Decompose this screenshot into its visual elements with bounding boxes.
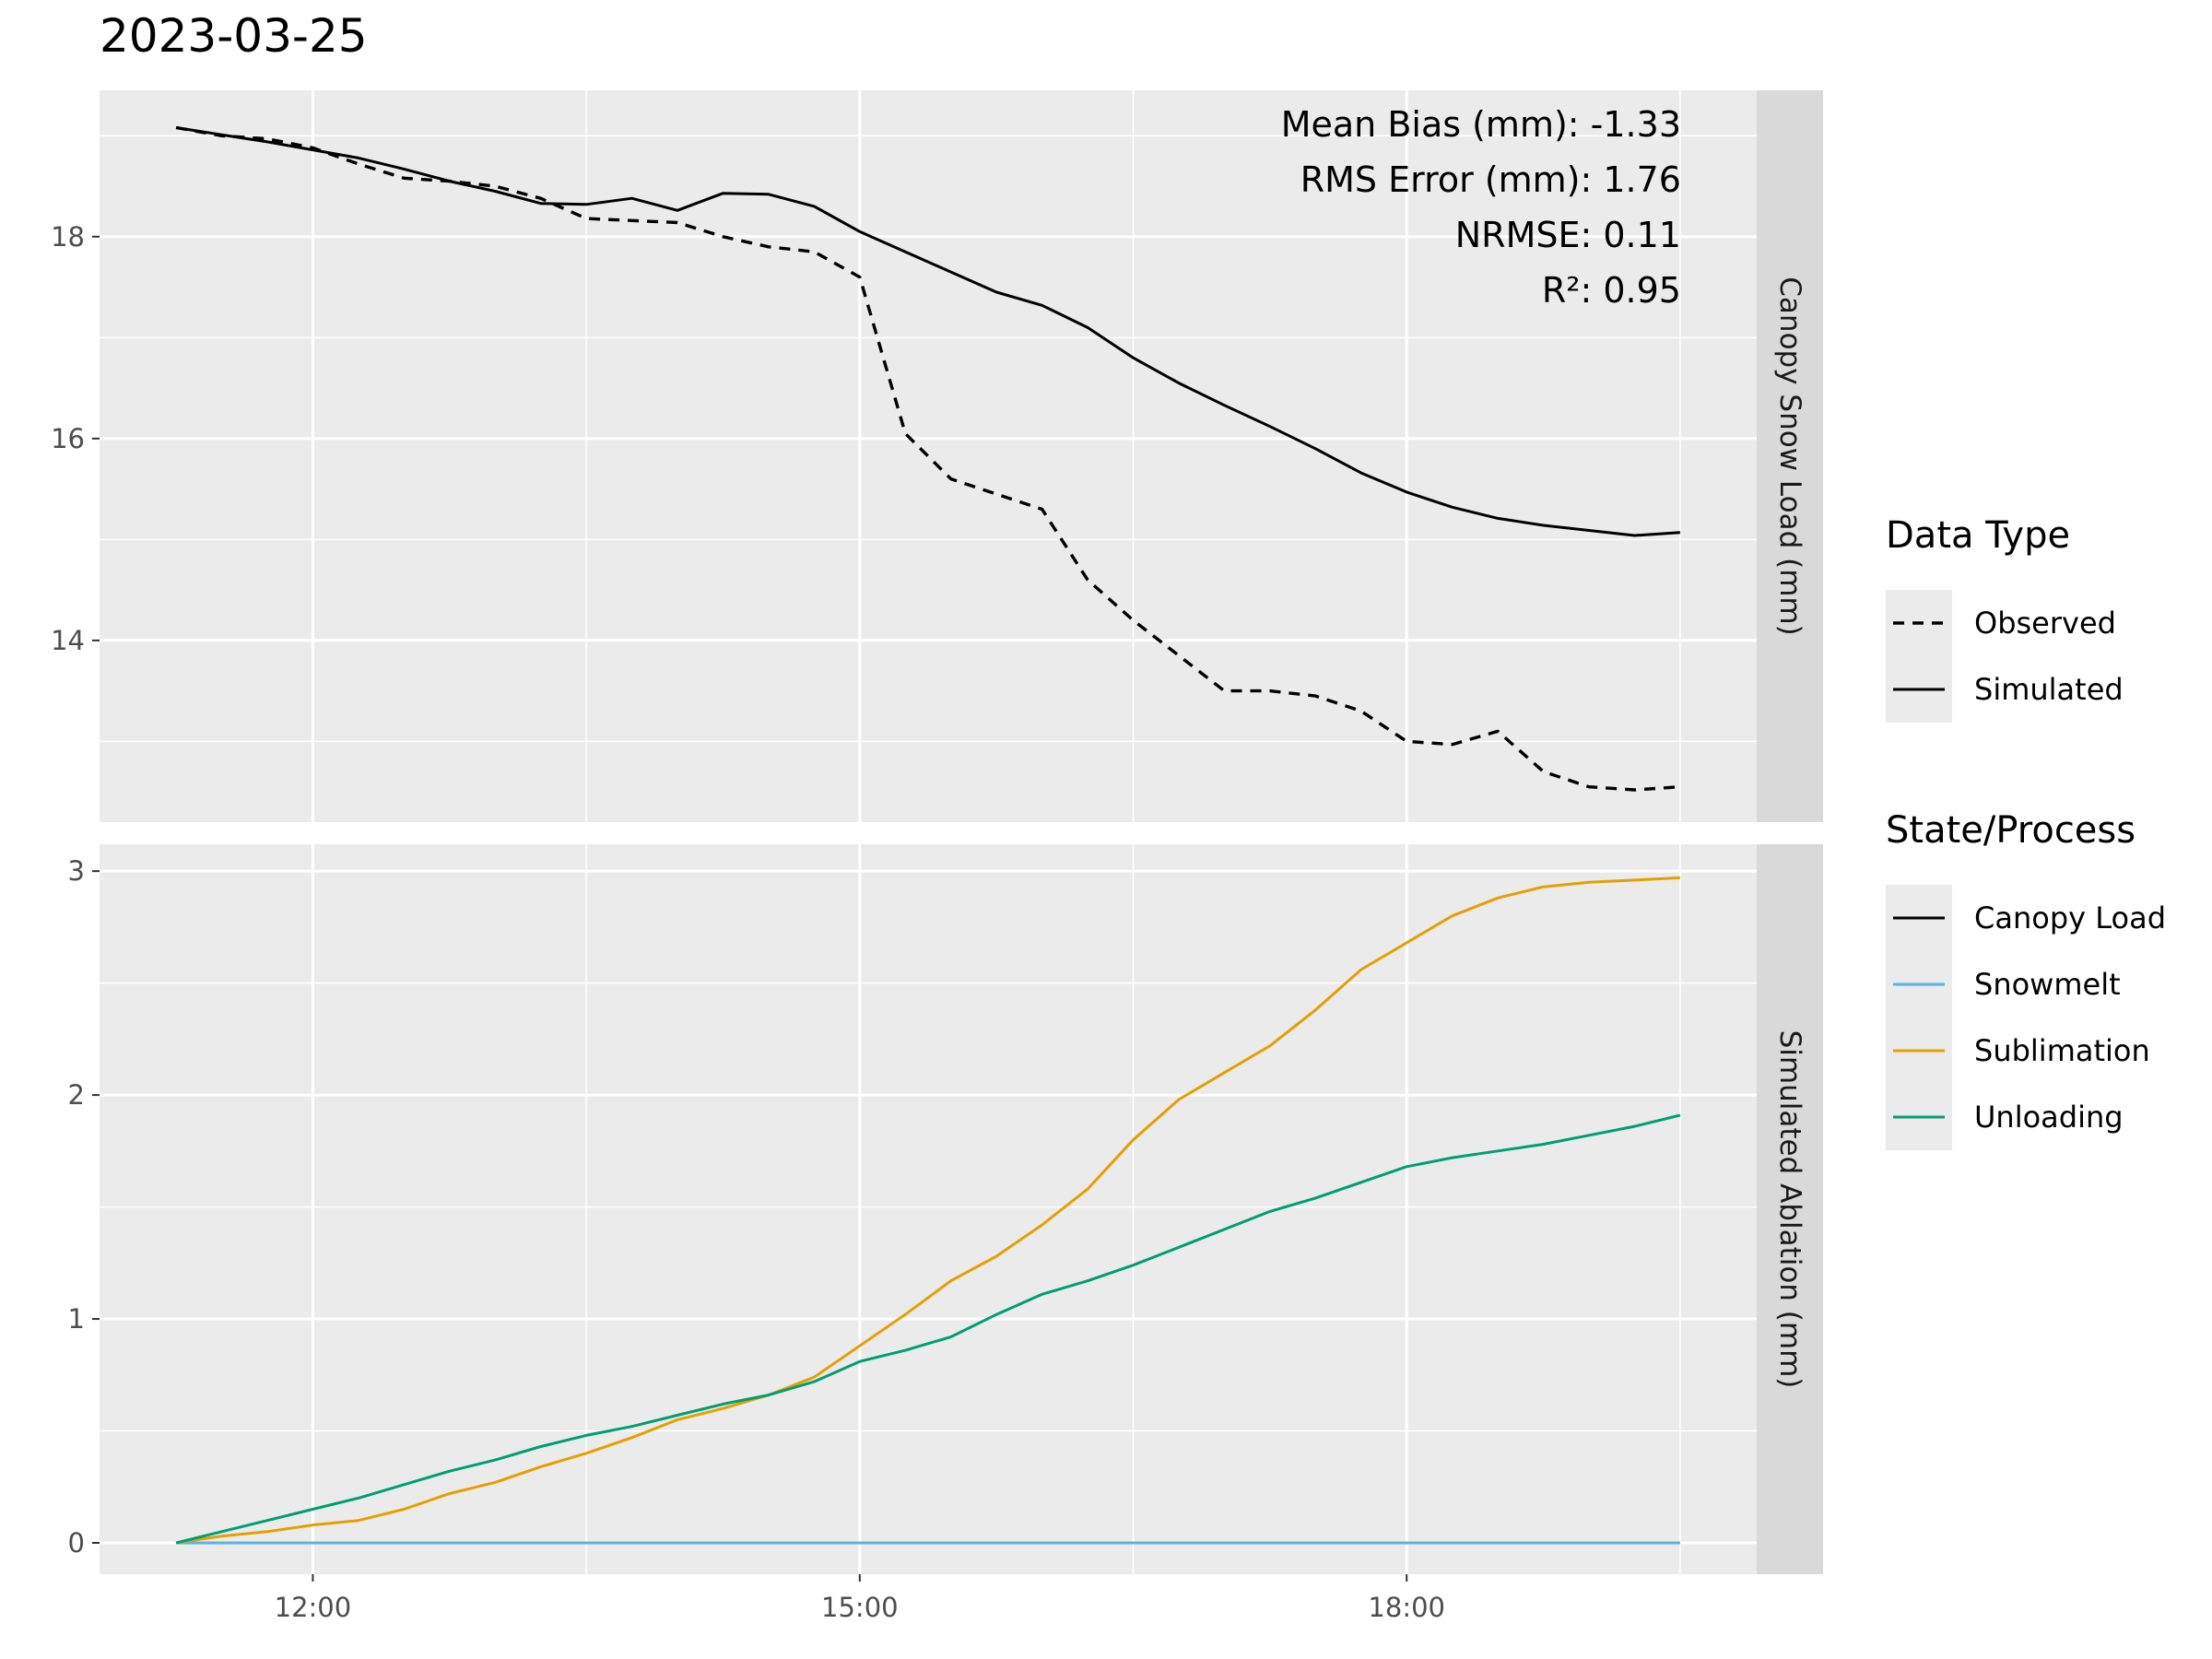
legend-key-background <box>1886 590 1952 723</box>
y-tick-label: 3 <box>68 855 85 887</box>
facet-panel-2: 0 1 2 3 Simulated Ablation (mm) <box>68 844 1823 1574</box>
x-tick-label: 15:00 <box>821 1592 899 1623</box>
legend-layer: Data Type Observed Simulated State/Process C… <box>1886 514 2166 1150</box>
legend-label: Snowmelt <box>1974 967 2121 1002</box>
x-axis: 12:00 15:00 18:00 <box>275 1574 1445 1623</box>
y-tick-label: 0 <box>68 1527 85 1559</box>
facet-panel-1: 14 16 18 Canopy Snow Load (mm) Mean Bias (mm… <box>51 90 1823 822</box>
x-tick-label: 12:00 <box>275 1592 352 1623</box>
legend-title: State/Process <box>1886 809 2136 852</box>
facet-strip-label: Canopy Snow Load (mm) <box>1773 276 1806 635</box>
legend-label: Sublimation <box>1974 1033 2150 1068</box>
y-tick-label: 1 <box>68 1303 85 1335</box>
series-line-sublimation <box>175 876 1680 1545</box>
legend-key-background <box>1886 885 1952 1150</box>
chart-title: 2023-03-25 <box>100 9 368 63</box>
series-line-unloading <box>175 1113 1681 1545</box>
facet-strip-label: Simulated Ablation (mm) <box>1773 1030 1806 1389</box>
stats-annotation: R²: 0.95 <box>1542 270 1681 311</box>
y-tick-label: 14 <box>51 625 85 656</box>
legend-label: Canopy Load <box>1974 900 2166 935</box>
y-tick-label: 2 <box>68 1079 85 1111</box>
y-tick-label: 18 <box>51 221 85 253</box>
stats-annotation: Mean Bias (mm): -1.33 <box>1281 104 1681 145</box>
panel-background <box>100 90 1757 822</box>
facet-strip <box>1757 844 1823 1574</box>
facet-strip <box>1757 90 1823 822</box>
x-tick-label: 18:00 <box>1368 1592 1445 1623</box>
panel-background <box>100 844 1757 1574</box>
legend-label: Unloading <box>1974 1100 2124 1135</box>
legend-2: State/Process Canopy Load Snowmelt Sublimat… <box>1886 809 2166 1150</box>
legend-title: Data Type <box>1886 514 2070 557</box>
legend-label: Observed <box>1974 606 2116 641</box>
legend-1: Data Type Observed Simulated <box>1886 514 2124 723</box>
legend-label: Simulated <box>1974 672 2124 707</box>
stats-annotation: NRMSE: 0.11 <box>1455 215 1681 255</box>
y-tick-label: 16 <box>51 423 85 454</box>
series-line-simulated <box>175 126 1681 537</box>
panels-layer: 14 16 18 Canopy Snow Load (mm) Mean Bias (mm… <box>51 90 1823 1623</box>
stats-annotation: RMS Error (mm): 1.76 <box>1300 159 1681 200</box>
series-line-observed <box>175 125 1681 792</box>
